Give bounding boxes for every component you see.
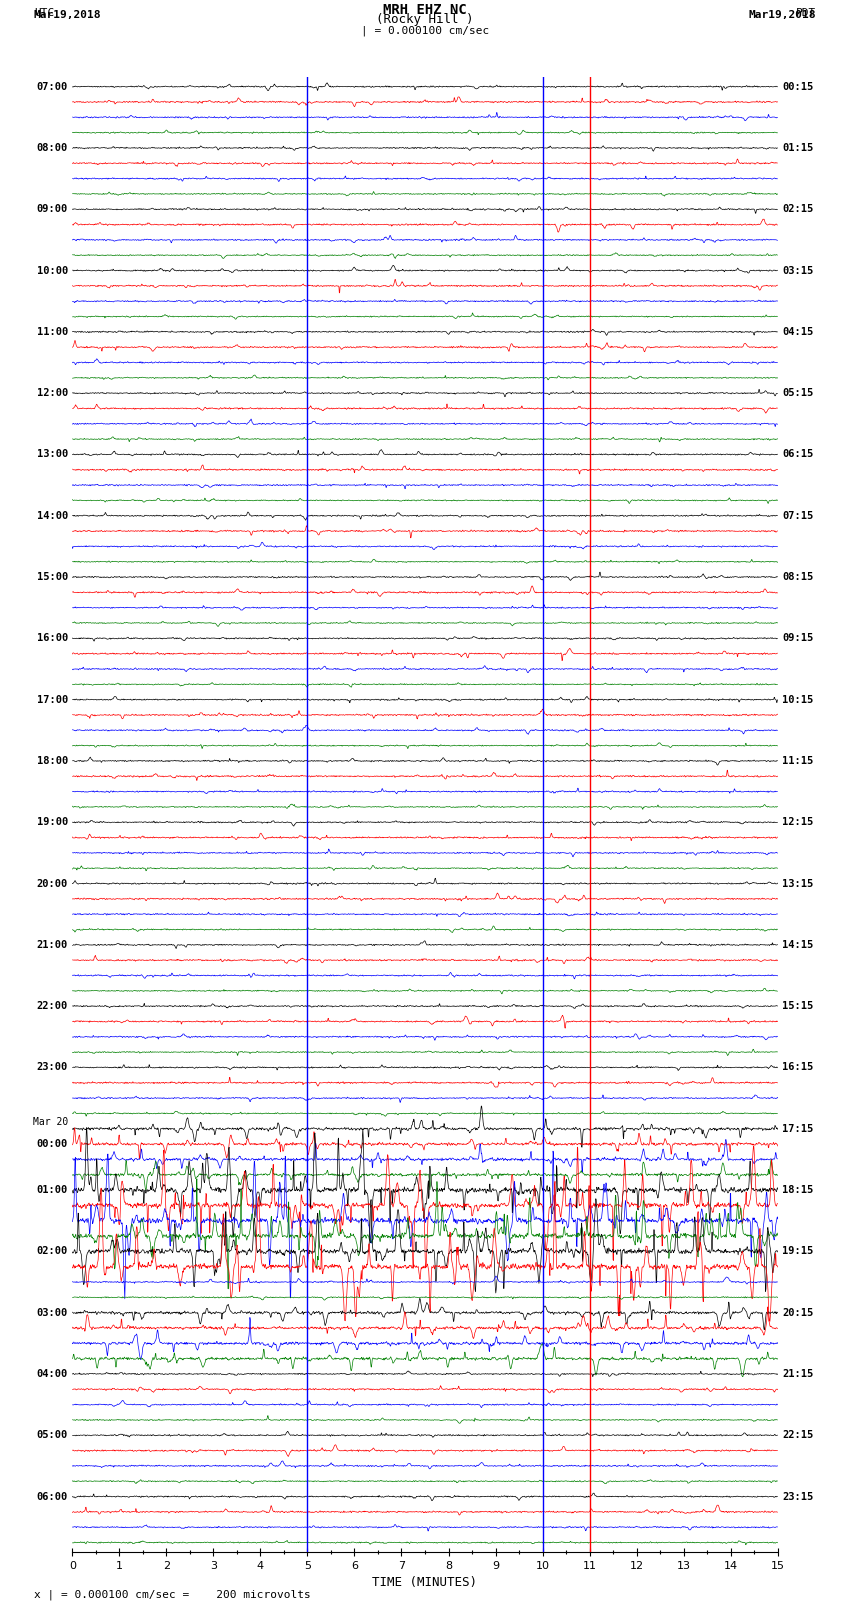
Text: 00:15: 00:15	[782, 82, 813, 92]
Text: 11:15: 11:15	[782, 756, 813, 766]
Text: 20:15: 20:15	[782, 1308, 813, 1318]
Text: 12:00: 12:00	[37, 389, 68, 398]
Text: 07:00: 07:00	[37, 82, 68, 92]
Text: Mar19,2018: Mar19,2018	[749, 10, 816, 19]
Text: 06:00: 06:00	[37, 1492, 68, 1502]
Text: 12:15: 12:15	[782, 818, 813, 827]
Text: (Rocky Hill ): (Rocky Hill )	[377, 13, 473, 26]
Text: 09:00: 09:00	[37, 205, 68, 215]
Text: 17:15: 17:15	[782, 1124, 813, 1134]
Text: 20:00: 20:00	[37, 879, 68, 889]
Text: UTC: UTC	[34, 8, 54, 18]
Text: 00:00: 00:00	[37, 1139, 68, 1148]
Text: 08:00: 08:00	[37, 144, 68, 153]
Text: 05:00: 05:00	[37, 1431, 68, 1440]
Text: PDT: PDT	[796, 8, 816, 18]
Text: 22:15: 22:15	[782, 1431, 813, 1440]
Text: 13:00: 13:00	[37, 450, 68, 460]
Text: 09:15: 09:15	[782, 634, 813, 644]
Text: | = 0.000100 cm/sec: | = 0.000100 cm/sec	[361, 26, 489, 37]
Text: MRH EHZ NC: MRH EHZ NC	[383, 3, 467, 18]
Text: 21:15: 21:15	[782, 1369, 813, 1379]
Text: 06:15: 06:15	[782, 450, 813, 460]
Text: 23:00: 23:00	[37, 1063, 68, 1073]
Text: 10:00: 10:00	[37, 266, 68, 276]
Text: 18:15: 18:15	[782, 1186, 813, 1195]
Text: 21:00: 21:00	[37, 940, 68, 950]
Text: 10:15: 10:15	[782, 695, 813, 705]
Text: 19:00: 19:00	[37, 818, 68, 827]
Text: x | = 0.000100 cm/sec =    200 microvolts: x | = 0.000100 cm/sec = 200 microvolts	[34, 1589, 311, 1600]
Text: 01:15: 01:15	[782, 144, 813, 153]
Text: 18:00: 18:00	[37, 756, 68, 766]
Text: 14:00: 14:00	[37, 511, 68, 521]
Text: 19:15: 19:15	[782, 1247, 813, 1257]
Text: 11:00: 11:00	[37, 327, 68, 337]
Text: 03:15: 03:15	[782, 266, 813, 276]
Text: 05:15: 05:15	[782, 389, 813, 398]
Text: 08:15: 08:15	[782, 573, 813, 582]
Text: 01:00: 01:00	[37, 1186, 68, 1195]
Text: 03:00: 03:00	[37, 1308, 68, 1318]
Text: 23:15: 23:15	[782, 1492, 813, 1502]
Text: 16:15: 16:15	[782, 1063, 813, 1073]
X-axis label: TIME (MINUTES): TIME (MINUTES)	[372, 1576, 478, 1589]
Text: Mar 20: Mar 20	[33, 1118, 68, 1127]
Text: 17:00: 17:00	[37, 695, 68, 705]
Text: 13:15: 13:15	[782, 879, 813, 889]
Text: 02:00: 02:00	[37, 1247, 68, 1257]
Text: 04:15: 04:15	[782, 327, 813, 337]
Text: 15:15: 15:15	[782, 1002, 813, 1011]
Text: 07:15: 07:15	[782, 511, 813, 521]
Text: 14:15: 14:15	[782, 940, 813, 950]
Text: 02:15: 02:15	[782, 205, 813, 215]
Text: 04:00: 04:00	[37, 1369, 68, 1379]
Text: 15:00: 15:00	[37, 573, 68, 582]
Text: 16:00: 16:00	[37, 634, 68, 644]
Text: Mar19,2018: Mar19,2018	[34, 10, 101, 19]
Text: 22:00: 22:00	[37, 1002, 68, 1011]
